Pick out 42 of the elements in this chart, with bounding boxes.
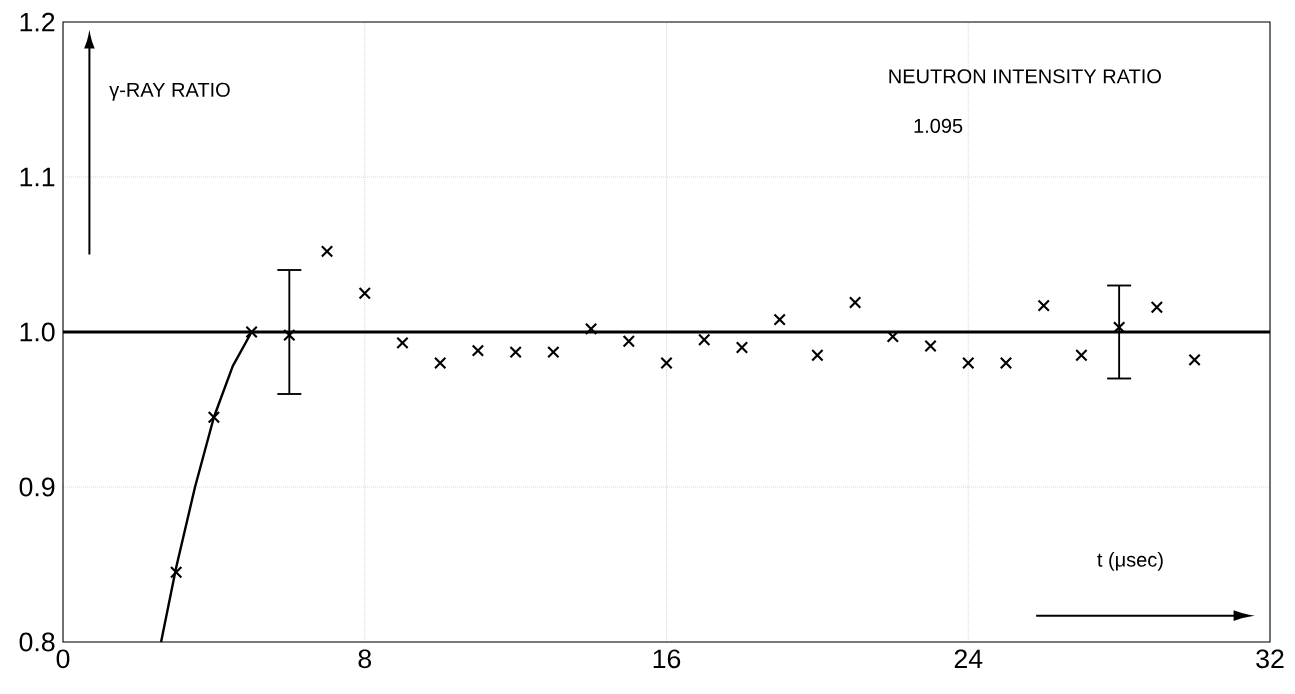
point <box>1112 321 1126 334</box>
y-axis-title: γ-RAY RATIO <box>109 82 230 101</box>
y-tick-label: 1.2 <box>20 12 55 32</box>
point <box>1075 349 1088 362</box>
point <box>811 349 824 362</box>
point <box>396 336 409 350</box>
point <box>1037 299 1050 312</box>
x-tick-label: 24 <box>954 649 983 668</box>
point <box>433 356 447 370</box>
point <box>1150 300 1164 314</box>
x-tick-label: 16 <box>653 649 681 669</box>
point <box>547 345 560 359</box>
point <box>245 325 258 339</box>
x-tick-label: 32 <box>1256 649 1284 669</box>
point <box>735 341 749 354</box>
point <box>886 330 900 343</box>
y-tick-label: 0.8 <box>19 632 55 652</box>
point <box>773 313 786 326</box>
point <box>622 335 636 348</box>
point <box>697 333 711 347</box>
y-tick-label: 1.0 <box>20 322 55 342</box>
point <box>283 328 296 342</box>
point <box>848 296 862 309</box>
point <box>999 356 1013 370</box>
point <box>962 356 975 370</box>
point <box>1188 353 1201 367</box>
x-tick-label: 8 <box>358 649 372 669</box>
point <box>471 344 485 357</box>
point <box>584 322 598 336</box>
point <box>207 411 221 424</box>
point <box>358 287 372 300</box>
annotation: 1.095 <box>914 118 963 133</box>
y-tick-label: 0.9 <box>19 477 55 497</box>
point <box>320 245 334 258</box>
point <box>924 339 937 353</box>
point <box>660 356 673 370</box>
point <box>169 566 183 579</box>
x-tick-label: 0 <box>56 649 70 669</box>
annotation: NEUTRON INTENSITY RATIO <box>889 69 1161 84</box>
y-tick-label: 1.1 <box>20 167 55 187</box>
point <box>509 345 522 359</box>
x-axis-title: t (μsec) <box>1097 552 1163 571</box>
